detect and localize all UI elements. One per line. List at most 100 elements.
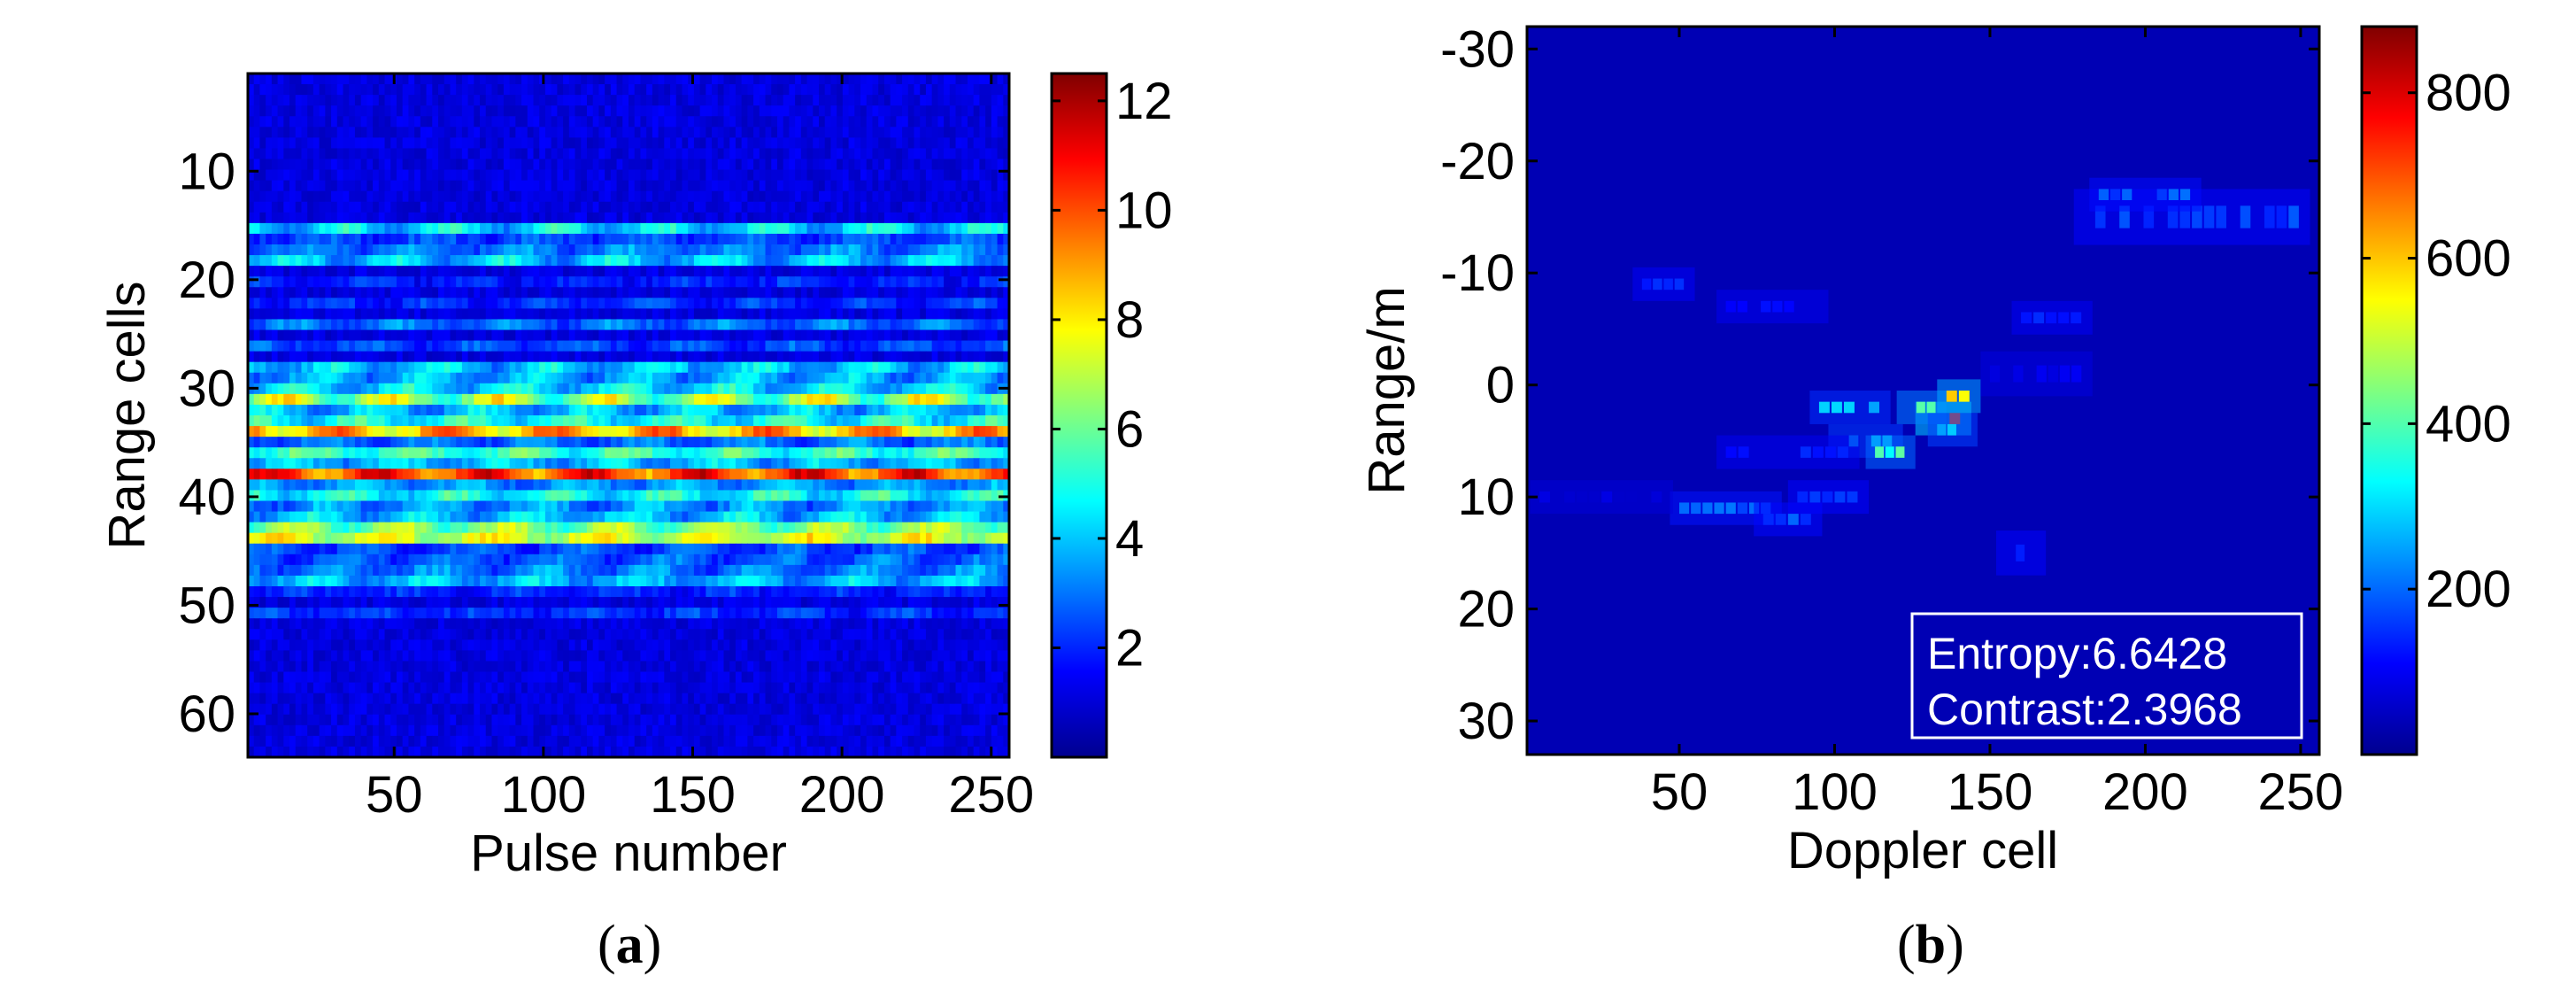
heatmap-cell [920,148,927,160]
heatmap-cell [813,479,820,492]
heatmap-cell [610,74,618,85]
heatmap-cell [735,287,743,298]
heatmap-cell [830,266,837,277]
heatmap-cell [693,116,701,128]
heatmap-cell [795,105,802,117]
heatmap-cell [795,298,802,309]
heatmap-cell [336,479,344,492]
heatmap-cell [765,266,772,277]
heatmap-cell [920,469,927,480]
heatmap-cell [301,447,308,459]
heatmap-cell [563,159,570,171]
heatmap-cell [878,415,885,427]
heatmap-cell [622,276,629,288]
heatmap-cell [325,415,332,427]
heatmap-cell [443,84,451,96]
heatmap-cell [414,287,421,298]
heatmap-cell [295,233,303,245]
heatmap-cell [860,137,868,150]
heatmap-cell [295,298,303,309]
heatmap-cell [586,74,594,85]
heatmap-cell [890,319,897,331]
heatmap-cell [997,287,1004,298]
heatmap-cell [789,458,796,469]
heatmap-cell [872,287,879,298]
heatmap-cell [800,361,808,374]
heatmap-cell [497,404,505,416]
heatmap-cell [432,159,439,171]
heatmap-cell [450,169,457,182]
heatmap-cell [485,180,493,192]
heatmap-cell [949,276,957,288]
heatmap-cell [931,84,938,96]
heatmap-cell [373,266,380,277]
heatmap-cell [973,404,981,416]
heatmap-cell [949,255,957,267]
heatmap-cell [949,298,957,309]
heatmap-cell [842,361,850,374]
heatmap-cell [937,340,945,352]
heatmap-cell [521,329,528,342]
heatmap-cell [664,469,671,480]
heatmap-cell [753,276,760,288]
heatmap-cell [461,222,469,235]
heatmap-cell [848,329,855,342]
heatmap-cell [622,116,629,128]
heatmap-cell [866,308,874,321]
heatmap-cell [729,244,737,256]
heatmap-cell [586,148,594,160]
heatmap-cell [480,255,487,267]
heatmap-cell [563,148,570,160]
heatmap-cell [837,415,844,427]
heatmap-cell [414,298,421,309]
heatmap-cell [384,415,391,427]
heatmap-cell [795,169,802,182]
heatmap-cell [967,244,975,256]
heatmap-cell [854,201,861,213]
heatmap-cell [771,351,778,363]
heatmap-cell [402,469,410,480]
heatmap-cell [438,351,445,363]
heatmap-cell [575,74,582,85]
heatmap-cell [973,148,981,160]
heatmap-cell [277,298,284,309]
heatmap-cell [693,255,701,267]
heatmap-cell [402,287,410,298]
heatmap-cell [598,437,605,448]
heatmap-cell [586,95,594,106]
heatmap-cell [800,447,808,459]
heatmap-cell [289,404,297,416]
heatmap-cell [527,469,535,480]
heatmap-cell [991,276,999,288]
heatmap-cell [491,116,498,128]
heatmap-cell [776,351,784,363]
heatmap-cell [848,319,855,331]
heatmap-cell [622,255,629,267]
heatmap-cell [937,479,945,492]
heatmap-cell [800,351,808,363]
heatmap-cell [438,415,445,427]
heatmap-cell [682,319,689,331]
heatmap-cell [354,393,362,406]
heatmap-cell [312,447,320,459]
heatmap-cell [890,404,897,416]
heatmap-cell [925,212,933,224]
heatmap-cell [527,84,535,96]
heatmap-cell [837,351,844,363]
heatmap-cell [806,95,814,106]
heatmap-cell [896,266,903,277]
heatmap-cell [414,383,421,395]
heatmap-cell [509,266,516,277]
heatmap-cell [432,351,439,363]
heatmap-cell [581,148,588,160]
heatmap-cell [289,329,297,342]
heatmap-cell [842,479,850,492]
heatmap-cell [390,361,397,374]
heatmap-cell [521,437,528,448]
heatmap-cell [515,180,522,192]
heatmap-cell [509,372,516,384]
heatmap-cell [277,222,284,235]
heatmap-cell [991,116,999,128]
heatmap-cell [723,404,730,416]
heatmap-cell [789,212,796,224]
